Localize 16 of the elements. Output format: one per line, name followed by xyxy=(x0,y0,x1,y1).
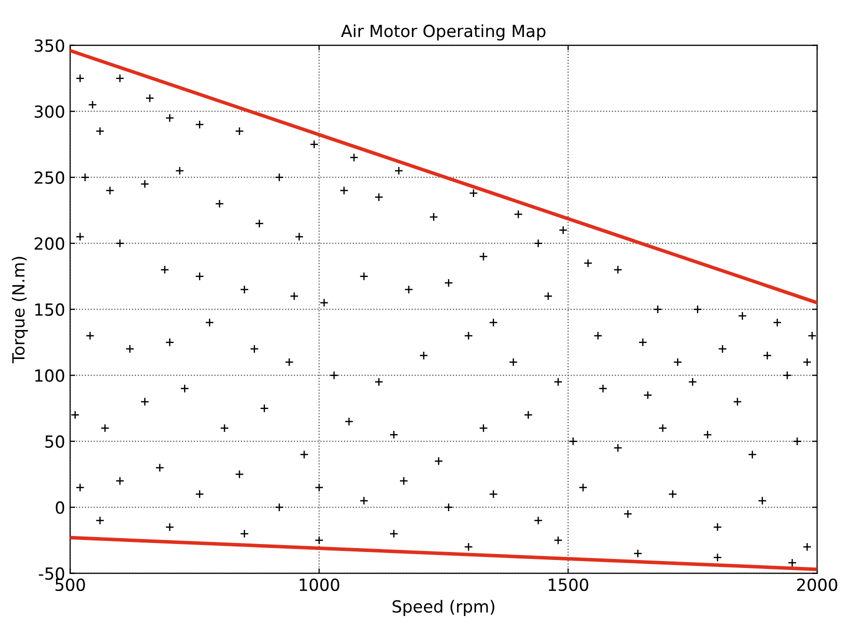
y-axis-title: Torque (N.m) xyxy=(12,256,28,364)
y-tick-label: 150 xyxy=(35,303,64,316)
x-tick-label: 2000 xyxy=(797,578,838,592)
x-tick-label: 1000 xyxy=(300,578,340,592)
y-tick-label: 300 xyxy=(34,105,64,118)
y-tick-label: 0 xyxy=(56,501,64,514)
x-tick-label: 1500 xyxy=(548,578,588,592)
y-tick-label: 350 xyxy=(34,39,64,52)
y-tick-label: 50 xyxy=(45,435,64,448)
x-axis-title: Speed (rpm) xyxy=(392,600,494,616)
y-tick-label: -50 xyxy=(38,567,64,580)
y-tick-label: 200 xyxy=(34,237,64,250)
chart-title: Air Motor Operating Map xyxy=(341,24,546,40)
x-tick-label: 500 xyxy=(56,578,85,592)
y-tick-label: 100 xyxy=(35,369,64,382)
y-tick-label: 250 xyxy=(34,171,64,184)
